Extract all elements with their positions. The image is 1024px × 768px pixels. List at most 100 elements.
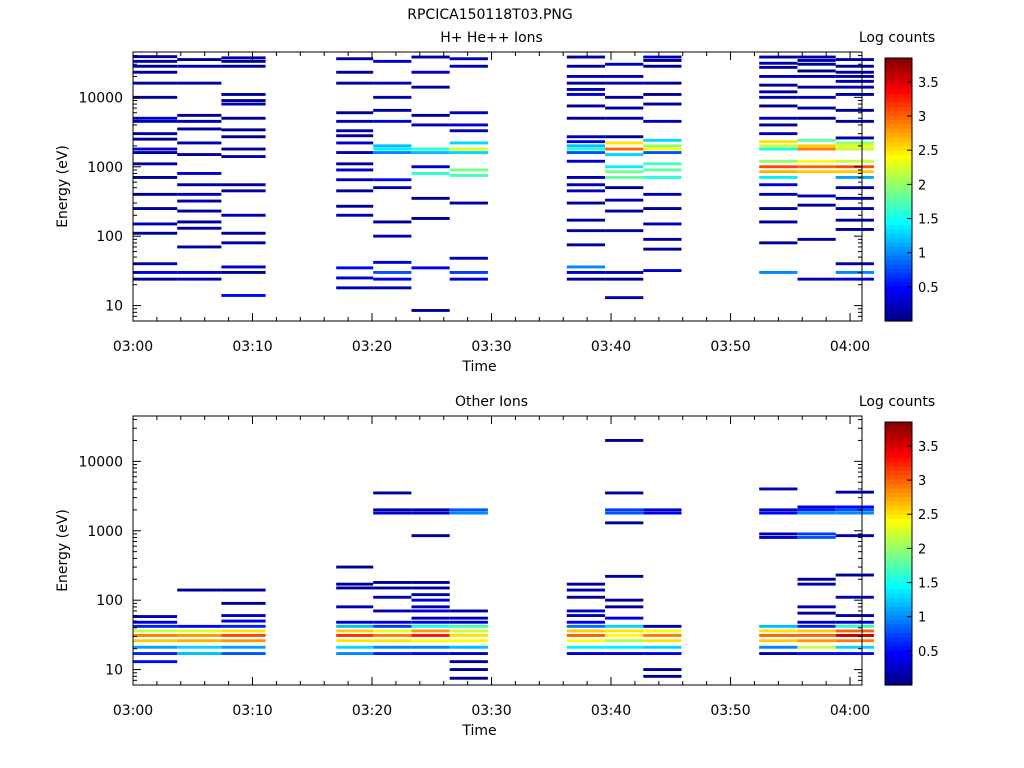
heatmap-cell: [797, 59, 836, 62]
heatmap-cell: [373, 511, 412, 515]
colorbar-tick-label: 3: [918, 110, 926, 125]
heatmap-cell: [797, 116, 836, 120]
heatmap-cell: [411, 55, 450, 59]
colorbar-band: [885, 606, 912, 612]
colorbar-band: [885, 268, 912, 274]
heatmap-cell: [336, 639, 374, 643]
heatmap-cell: [759, 144, 798, 148]
heatmap-cell: [373, 609, 412, 613]
colorbar-band: [885, 189, 912, 195]
heatmap-cell: [605, 135, 644, 139]
colorbar-band: [885, 180, 912, 186]
heatmap-cell: [449, 271, 488, 274]
colorbar-band: [885, 483, 912, 489]
heatmap-cell: [605, 574, 644, 578]
heatmap-cell: [797, 69, 836, 73]
heatmap-cell: [835, 108, 874, 112]
colorbar-band: [885, 110, 912, 116]
heatmap-cell: [759, 634, 798, 637]
heatmap-cell: [336, 134, 374, 138]
colorbar-band: [885, 71, 912, 77]
heatmap-cell: [759, 487, 798, 491]
colorbar-band: [885, 136, 912, 142]
heatmap-cell: [177, 588, 222, 592]
colorbar-band: [885, 246, 912, 252]
heatmap-cell: [605, 209, 644, 213]
heatmap-cell: [759, 55, 798, 59]
colorbar-band: [885, 676, 912, 682]
heatmap-cell: [605, 106, 644, 110]
heatmap-cell: [411, 598, 450, 602]
heatmap-cell: [835, 93, 874, 96]
heatmap-cell: [133, 652, 178, 655]
heatmap-cell: [759, 170, 798, 174]
heatmap-cell: [449, 624, 488, 628]
heatmap-cell: [373, 260, 412, 264]
heatmap-cell: [177, 652, 222, 655]
heatmap-cell: [133, 151, 178, 154]
colorbar-band: [885, 255, 912, 261]
heatmap-cell: [449, 147, 488, 151]
heatmap-cell: [605, 508, 644, 512]
heatmap-cell: [835, 508, 874, 512]
heatmap-cell: [336, 266, 374, 270]
heatmap-cell: [566, 624, 605, 628]
heatmap-cell: [449, 660, 488, 664]
colorbar-band: [885, 553, 912, 559]
heatmap-cell: [133, 645, 178, 649]
heatmap-cell: [411, 113, 450, 117]
heatmap-cell: [566, 116, 605, 120]
colorbar-tick-label: 1.5: [918, 213, 939, 228]
heatmap-cell: [643, 639, 682, 643]
heatmap-cell: [605, 629, 644, 633]
heatmap-cell: [759, 220, 798, 224]
heatmap-cell: [373, 234, 412, 238]
colorbar-band: [885, 84, 912, 90]
heatmap-cell: [566, 271, 605, 274]
colorbar-band: [885, 487, 912, 493]
heatmap-cell: [759, 652, 798, 655]
colorbar-band: [885, 649, 912, 655]
colorbar-band: [885, 163, 912, 169]
heatmap-cell: [835, 595, 874, 599]
heatmap-cell: [643, 162, 682, 166]
panel-title: Other Ions: [455, 394, 528, 410]
heatmap-cell: [797, 75, 836, 78]
heatmap-cell: [643, 222, 682, 226]
heatmap-cell: [411, 634, 450, 637]
heatmap-cell: [566, 629, 605, 633]
heatmap-cell: [835, 75, 874, 78]
colorbar-band: [885, 496, 912, 502]
heatmap-cell: [605, 616, 644, 620]
colorbar-band: [885, 619, 912, 625]
y-tick-label: 100: [96, 229, 123, 245]
heatmap-cell: [759, 65, 798, 69]
heatmap-cell: [835, 58, 874, 61]
heatmap-cell: [566, 634, 605, 637]
colorbar-band: [885, 680, 912, 686]
heatmap-cell: [643, 176, 682, 179]
heatmap-cell: [177, 64, 222, 68]
heatmap-cell: [835, 144, 874, 148]
colorbar-band: [885, 584, 912, 590]
heatmap-cell: [449, 511, 488, 515]
heatmap-cell: [449, 141, 488, 145]
heatmap-cell: [797, 620, 836, 624]
colorbar-band: [885, 97, 912, 103]
heatmap-cell: [411, 593, 450, 597]
heatmap-cell: [373, 645, 412, 649]
heatmap-cell: [336, 652, 374, 655]
heatmap-cell: [411, 70, 450, 74]
heatmap-cell: [177, 153, 222, 156]
heatmap-cell: [221, 93, 266, 96]
heatmap-cell: [221, 619, 266, 623]
heatmap-cell: [643, 668, 682, 671]
heatmap-cell: [566, 229, 605, 233]
heatmap-cell: [566, 609, 605, 613]
heatmap-cell: [566, 176, 605, 179]
heatmap-cell: [373, 144, 412, 148]
heatmap-cell: [336, 151, 374, 154]
heatmap-cell: [133, 64, 178, 68]
heatmap-cell: [643, 192, 682, 196]
colorbar-band: [885, 277, 912, 283]
